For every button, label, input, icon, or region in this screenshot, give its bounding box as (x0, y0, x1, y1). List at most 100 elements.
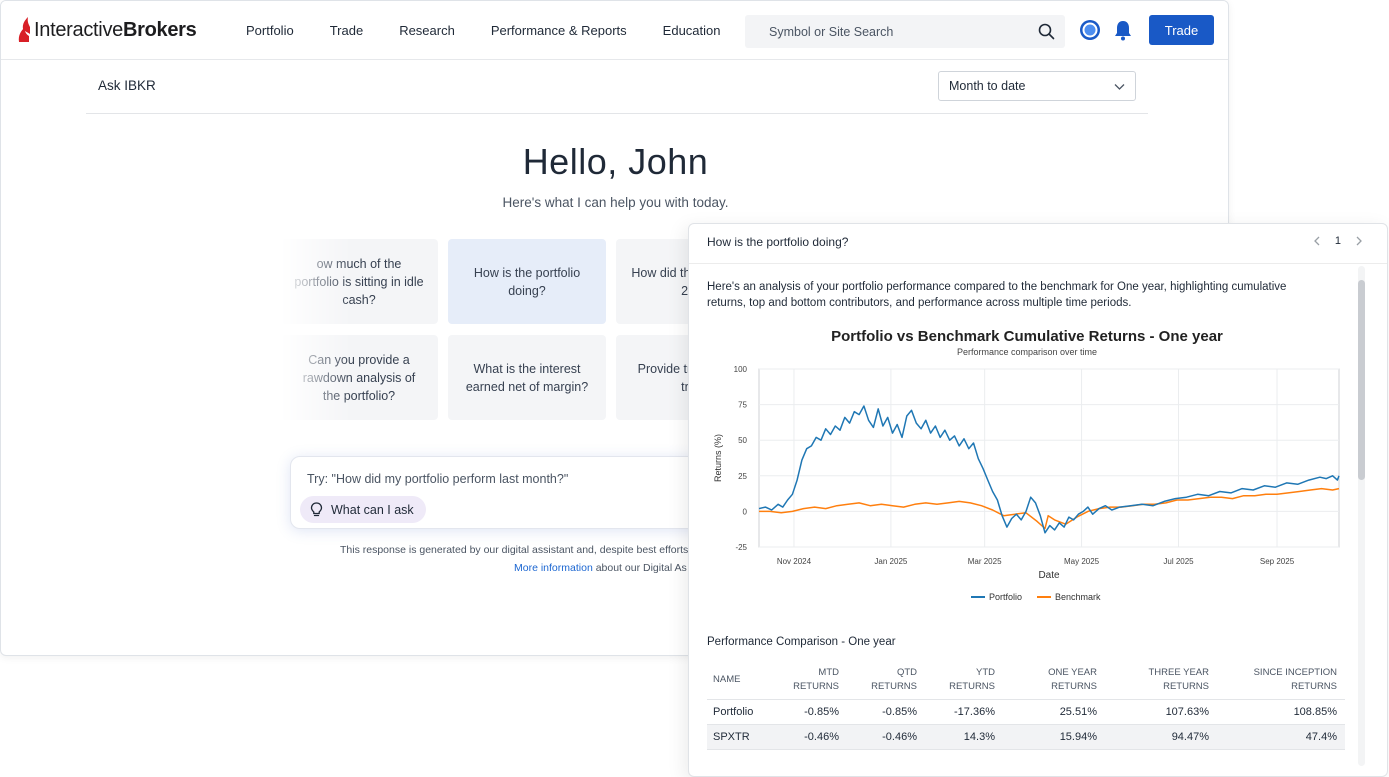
legend-label-portfolio: Portfolio (989, 592, 1022, 602)
series-line-portfolio (758, 405, 1340, 534)
y-tick-label: 50 (738, 436, 747, 445)
assistant-icon[interactable] (1079, 19, 1101, 41)
response-intro: Here's an analysis of your portfolio per… (707, 281, 1287, 309)
response-panel-header: How is the portfolio doing? 1 (689, 224, 1387, 264)
more-information-link[interactable]: More information (514, 562, 593, 574)
chevron-right-icon[interactable] (1355, 236, 1363, 246)
more-info-line: More information about our Digital As (514, 562, 687, 574)
table-cell: 107.63% (1105, 699, 1217, 725)
brand-name: InteractiveBrokers (34, 18, 197, 42)
table-row: Portfolio -0.85% -0.85% -17.36% 25.51% 1… (707, 699, 1345, 725)
nav-item-portfolio[interactable]: Portfolio (246, 23, 294, 38)
table-cell: 15.94% (1003, 724, 1105, 750)
greeting-heading: Hello, John (522, 141, 709, 182)
suggestion-card-label: What is the interest earned net of margi… (465, 361, 589, 394)
table-cell: Portfolio (707, 699, 769, 725)
x-tick-label: Jul 2025 (1163, 557, 1194, 566)
x-tick-label: Jan 2025 (874, 557, 907, 566)
column-header: NAME (707, 661, 769, 700)
chart-subtitle: Performance comparison over time (956, 347, 1098, 357)
page-number: 1 (1334, 235, 1341, 247)
chevron-left-icon[interactable] (1313, 236, 1321, 246)
column-header: ONE YEAR RETURNS (1003, 661, 1105, 700)
brand-logo[interactable]: InteractiveBrokers (17, 15, 197, 45)
table-cell: -0.85% (769, 699, 847, 725)
column-header: SINCE INCEPTION RETURNS (1217, 661, 1345, 700)
lightbulb-icon (310, 502, 323, 517)
y-axis-label: Returns (%) (713, 434, 723, 482)
plot-area (758, 368, 1340, 548)
table-cell: 14.3% (925, 724, 1003, 750)
top-navigation-bar: InteractiveBrokers Portfolio Trade Resea… (1, 1, 1228, 60)
what-can-i-ask-label: What can I ask (331, 502, 414, 517)
x-tick-label: Mar 2025 (968, 557, 1002, 566)
subheader: Ask IBKR Month to date (86, 61, 1148, 114)
nav-item-trade[interactable]: Trade (329, 23, 364, 38)
y-tick-label: -25 (735, 543, 747, 552)
trade-button[interactable]: Trade (1149, 15, 1214, 45)
what-can-i-ask-button[interactable]: What can I ask (300, 496, 426, 523)
column-header: THREE YEAR RETURNS (1105, 661, 1217, 700)
suggestion-card-drawdown[interactable]: Can you provide a rawdown analysis of th… (280, 335, 438, 420)
y-tick-label: 0 (743, 507, 748, 516)
site-search (745, 15, 1065, 48)
scrollbar-track (1358, 266, 1365, 766)
table-cell: -0.85% (847, 699, 925, 725)
logo-flame-icon (18, 17, 30, 42)
table-cell: 47.4% (1217, 724, 1345, 750)
nav-item-performance-reports[interactable]: Performance & Reports (490, 23, 627, 38)
legend-label-benchmark: Benchmark (1055, 592, 1101, 602)
search-icon[interactable] (1038, 23, 1055, 40)
suggestion-card-portfolio-doing[interactable]: How is the portfolio doing? (448, 239, 606, 324)
table-cell: SPXTR (707, 724, 769, 750)
period-dropdown-value: Month to date (949, 79, 1026, 93)
table-row: SPXTR -0.46% -0.46% 14.3% 15.94% 94.47% … (707, 724, 1345, 750)
chevron-down-icon (1114, 84, 1125, 90)
search-input[interactable] (769, 24, 1029, 39)
x-tick-label: Nov 2024 (777, 557, 812, 566)
y-tick-label: 75 (738, 401, 747, 410)
brand-name-bold: Interactive (34, 18, 123, 41)
series-line-benchmark (759, 487, 1340, 530)
table-cell: 94.47% (1105, 724, 1217, 750)
notification-bell-icon[interactable] (1113, 19, 1133, 41)
table-header-row: NAME MTD RETURNS QTD RETURNS YTD RETURNS… (707, 661, 1345, 700)
performance-table: NAME MTD RETURNS QTD RETURNS YTD RETURNS… (707, 661, 1345, 750)
page-title: Ask IBKR (98, 78, 156, 93)
scrollbar-thumb[interactable] (1358, 280, 1365, 480)
x-tick-label: Sep 2025 (1260, 557, 1295, 566)
returns-line-chart: -25 0 25 50 75 100 Nov 2024 Jan 2025 Mar 2025 May… (713, 365, 1340, 602)
table-cell: -0.46% (847, 724, 925, 750)
chart-title: Portfolio vs Benchmark Cumulative Return… (831, 328, 1223, 345)
x-axis-label: Date (1038, 570, 1060, 581)
table-cell: -0.46% (769, 724, 847, 750)
suggestion-card-idle-cash[interactable]: ow much of the portfolio is sitting in i… (280, 239, 438, 324)
period-dropdown[interactable]: Month to date (938, 71, 1136, 101)
column-header: MTD RETURNS (769, 661, 847, 700)
prompt-hint[interactable]: Try: "How did my portfolio perform last … (307, 472, 569, 486)
suggestion-card-label: ow much of the portfolio is sitting in i… (294, 256, 424, 307)
response-question: How is the portfolio doing? (707, 235, 849, 249)
column-header: YTD RETURNS (925, 661, 1003, 700)
table-title: Performance Comparison - One year (707, 636, 896, 648)
suggestion-card-interest[interactable]: What is the interest earned net of margi… (448, 335, 606, 420)
prompt-input-box[interactable]: Try: "How did my portfolio perform last … (290, 456, 710, 529)
nav-item-education[interactable]: Education (662, 23, 721, 38)
greeting-subtitle: Here's what I can help you with today. (502, 195, 729, 210)
brand-name-regular: Brokers (122, 18, 197, 41)
column-header: QTD RETURNS (847, 661, 925, 700)
y-tick-label: 100 (734, 365, 748, 374)
main-nav: Portfolio Trade Research Performance & R… (228, 1, 739, 60)
suggestion-card-label: How is the portfolio doing? (473, 265, 581, 298)
disclaimer-text: This response is generated by our digita… (340, 544, 689, 556)
suggestion-card-label: Can you provide a rawdown analysis of th… (302, 352, 416, 403)
y-tick-label: 25 (738, 472, 747, 481)
response-panel: How is the portfolio doing? 1 Here's an … (688, 223, 1388, 777)
table-cell: 25.51% (1003, 699, 1105, 725)
more-info-rest: about our Digital As (595, 562, 687, 574)
table-cell: 108.85% (1217, 699, 1345, 725)
table-cell: -17.36% (925, 699, 1003, 725)
response-pager: 1 (1313, 235, 1363, 247)
nav-item-research[interactable]: Research (399, 23, 455, 38)
x-tick-label: May 2025 (1064, 557, 1100, 566)
